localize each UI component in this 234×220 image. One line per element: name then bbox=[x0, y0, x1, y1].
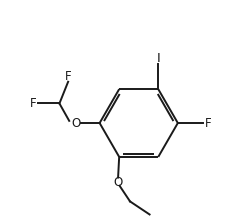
Text: F: F bbox=[205, 117, 211, 130]
Text: O: O bbox=[113, 176, 123, 189]
Text: O: O bbox=[71, 117, 80, 130]
Text: F: F bbox=[29, 97, 36, 110]
Text: I: I bbox=[156, 52, 160, 65]
Text: F: F bbox=[65, 70, 71, 83]
